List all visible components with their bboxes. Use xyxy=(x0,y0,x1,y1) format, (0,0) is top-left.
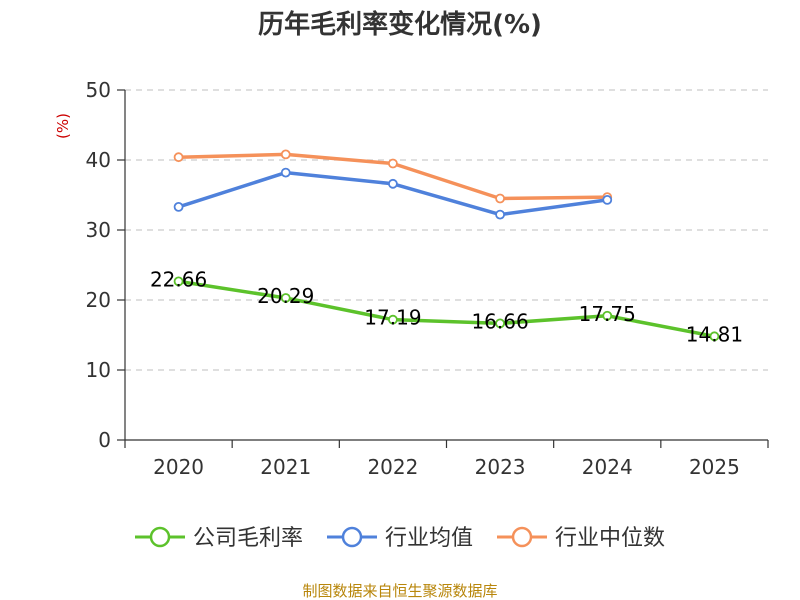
series-point xyxy=(495,318,505,329)
grid-lines xyxy=(125,89,768,371)
y-axis-label: (%) xyxy=(54,113,72,139)
series-point xyxy=(280,293,291,303)
series-point xyxy=(602,310,613,321)
y-tick-label: 10 xyxy=(86,358,111,382)
legend-marker-icon xyxy=(511,526,533,548)
legend-label: 行业中位数 xyxy=(555,526,665,551)
series-layer xyxy=(173,149,720,342)
data-label: 14.81 xyxy=(686,322,743,346)
series-point xyxy=(280,149,291,160)
legend-marker-icon xyxy=(341,526,363,548)
y-tick-label: 40 xyxy=(86,148,111,172)
x-tick-label: 2023 xyxy=(475,455,526,479)
y-tick-label: 30 xyxy=(86,218,111,242)
y-tick-label: 50 xyxy=(86,78,111,102)
x-tick-label: 2021 xyxy=(260,455,311,479)
data-label: 20.29 xyxy=(257,284,314,308)
legend-marker-icon xyxy=(149,526,171,548)
y-tick-label: 0 xyxy=(98,428,111,452)
series-point xyxy=(280,167,291,178)
series-point xyxy=(173,201,184,212)
series-point xyxy=(173,276,184,287)
data-label: 17.19 xyxy=(364,306,421,330)
series-point xyxy=(602,194,613,205)
series-point xyxy=(495,209,505,220)
legend-label: 行业均值 xyxy=(385,526,473,551)
axes: 0 10 20 30 40 50 2020 2021 2022 2023 2024 2025 xyxy=(86,78,769,479)
series-line xyxy=(178,279,715,339)
data-label: 17.75 xyxy=(579,302,636,326)
data-label: 22.66 xyxy=(150,267,207,291)
y-tick-label: 20 xyxy=(86,288,111,312)
legend: 公司毛利率 行业均值 行业中位数 xyxy=(135,526,665,551)
x-tick-label: 2022 xyxy=(367,455,418,479)
series-point xyxy=(709,331,720,342)
x-tick-label: 2025 xyxy=(689,455,740,479)
data-labels: 22.66 20.29 17.19 16.66 17.75 14.81 xyxy=(150,267,743,346)
series-point xyxy=(388,314,398,325)
chart-title: 历年毛利率变化情况(%) xyxy=(258,9,542,40)
data-label: 16.66 xyxy=(471,309,528,333)
x-tick-label: 2024 xyxy=(582,455,633,479)
series-point xyxy=(388,158,398,169)
legend-label: 公司毛利率 xyxy=(193,526,303,551)
series-point xyxy=(173,152,184,163)
source-note: 制图数据来自恒生聚源数据库 xyxy=(302,582,497,600)
x-tick-label: 2020 xyxy=(153,455,204,479)
series-point xyxy=(495,193,505,204)
series-point xyxy=(388,178,398,189)
